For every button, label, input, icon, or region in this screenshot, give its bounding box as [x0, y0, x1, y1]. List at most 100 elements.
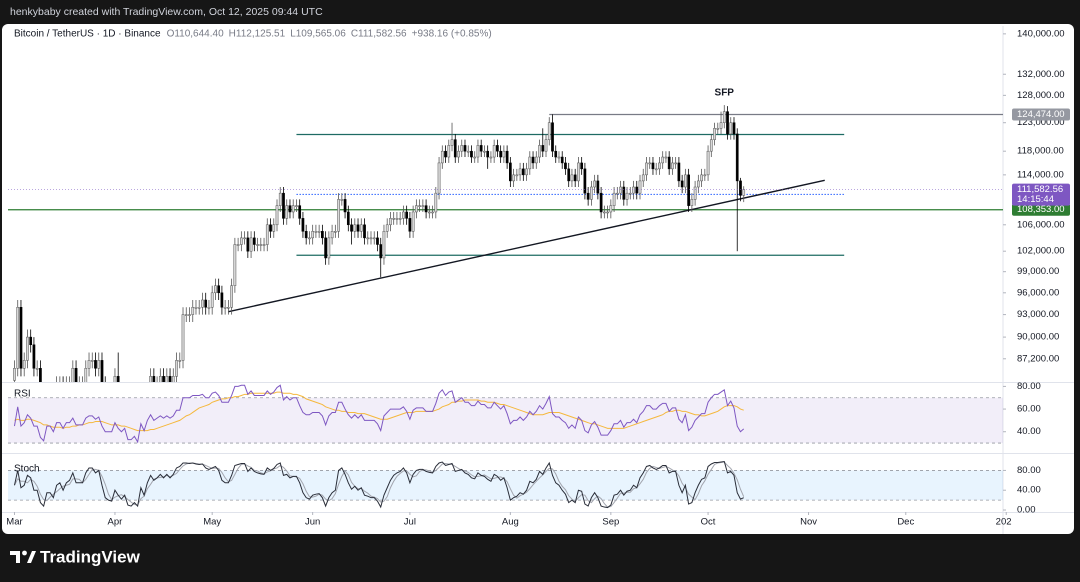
price-pane: SFP — [8, 87, 1003, 382]
candle-body — [434, 192, 438, 213]
candle-body — [304, 231, 308, 239]
candle-body — [509, 162, 512, 182]
candle-body — [573, 174, 577, 182]
candle-body — [197, 307, 201, 309]
candle-body — [389, 218, 392, 226]
candle-body — [709, 139, 713, 152]
price-axis: 140,000.00 132,000.00 128,000.00 123,000.00… — [1003, 28, 1070, 516]
candle-body — [149, 376, 152, 382]
candle-body — [311, 231, 315, 239]
candle-body — [282, 192, 285, 219]
candle-body — [590, 186, 593, 200]
candle-body — [262, 244, 266, 246]
candle-body — [619, 186, 622, 194]
ohlc-value: H112,125.51 — [229, 29, 286, 40]
candle-body — [217, 285, 221, 294]
y-tick-label: 40.00 — [1017, 426, 1041, 437]
candle-body — [240, 237, 243, 245]
legend: Bitcoin / TetherUS · 1D · Binance O110,6… — [14, 29, 492, 475]
candle-body — [181, 314, 185, 361]
candle-body — [415, 205, 418, 213]
change-value: +938.16 (+0.85%) — [412, 29, 492, 40]
candle-body — [359, 224, 363, 232]
candle-body — [272, 224, 276, 232]
candle-body — [385, 224, 389, 232]
y-tick-label: 0.00 — [1017, 505, 1036, 516]
candle-body — [333, 231, 337, 233]
candle-body — [554, 150, 558, 158]
candle-body — [158, 376, 162, 382]
x-tick-label: Nov — [800, 517, 817, 528]
candle-body — [693, 186, 697, 200]
x-tick-label: Mar — [6, 517, 22, 528]
chart-panel — [2, 24, 1074, 534]
candle-body — [236, 244, 240, 246]
x-tick-label: Apr — [108, 517, 123, 528]
candle-body — [606, 211, 609, 214]
candle-body — [512, 174, 515, 182]
candle-body — [525, 168, 528, 176]
candle-body — [726, 111, 729, 135]
y-tick-label: 87,200.00 — [1017, 353, 1059, 364]
candle-body — [729, 122, 733, 135]
candle-body — [674, 162, 678, 165]
candle-body — [505, 150, 509, 164]
candle-body — [551, 122, 554, 152]
candle-body — [327, 237, 331, 259]
candle-body — [291, 205, 295, 213]
candle-body — [97, 360, 101, 369]
candle-body — [26, 336, 29, 361]
watermark: henkybaby created with TradingView.com, … — [10, 6, 323, 18]
y-tick-label: 123,000.00 — [1017, 117, 1065, 128]
candle-body — [295, 205, 298, 207]
candle-body — [288, 205, 292, 213]
candle-body — [684, 174, 687, 188]
x-tick-label: Dec — [897, 517, 914, 528]
logo-mark — [27, 551, 36, 563]
candle-body — [366, 237, 370, 240]
candle-body — [113, 376, 117, 382]
candle-body — [418, 205, 421, 207]
candle-body — [421, 205, 425, 207]
candle-body — [577, 162, 580, 182]
x-tick-label: Jun — [305, 517, 320, 528]
candle-body — [599, 192, 603, 213]
candle-body — [735, 133, 739, 182]
y-tick-label: 96,000.00 — [1017, 287, 1059, 298]
candle-body — [470, 150, 473, 158]
candle-body — [742, 189, 746, 196]
candle-body — [301, 218, 305, 232]
candle-body — [346, 211, 350, 226]
candle-body — [424, 205, 428, 213]
logo-mark — [22, 550, 27, 556]
candle-body — [308, 237, 311, 240]
candle-body — [583, 168, 587, 194]
candle-body — [285, 205, 289, 219]
candle-body — [531, 156, 535, 164]
candle-body — [444, 150, 447, 158]
candle-body — [256, 244, 259, 246]
candle-body — [249, 237, 253, 252]
ohlc-value: C111,582.56 — [351, 29, 407, 40]
price-tag-label: 124,474.00 — [1017, 109, 1065, 120]
price-tag-label: 111,582.56 — [1017, 184, 1063, 195]
candle-body — [593, 180, 596, 188]
candle-body — [227, 307, 230, 309]
candle-body — [372, 237, 376, 240]
candle-body — [74, 368, 78, 382]
candle-body — [379, 244, 383, 259]
y-tick-label: 140,000.00 — [1017, 28, 1065, 39]
price-tag — [1012, 108, 1070, 121]
x-tick-label: 2026 — [996, 517, 1017, 528]
candle-body — [492, 145, 496, 158]
indicator-line — [13, 460, 744, 509]
candle-body — [402, 211, 405, 219]
candle-body — [269, 224, 272, 232]
candle-body — [350, 224, 353, 232]
candle-body — [680, 180, 684, 188]
candle-body — [194, 307, 198, 309]
candle-body — [214, 285, 217, 294]
candle-body — [557, 156, 561, 159]
footer-logo: TradingView — [10, 547, 141, 566]
